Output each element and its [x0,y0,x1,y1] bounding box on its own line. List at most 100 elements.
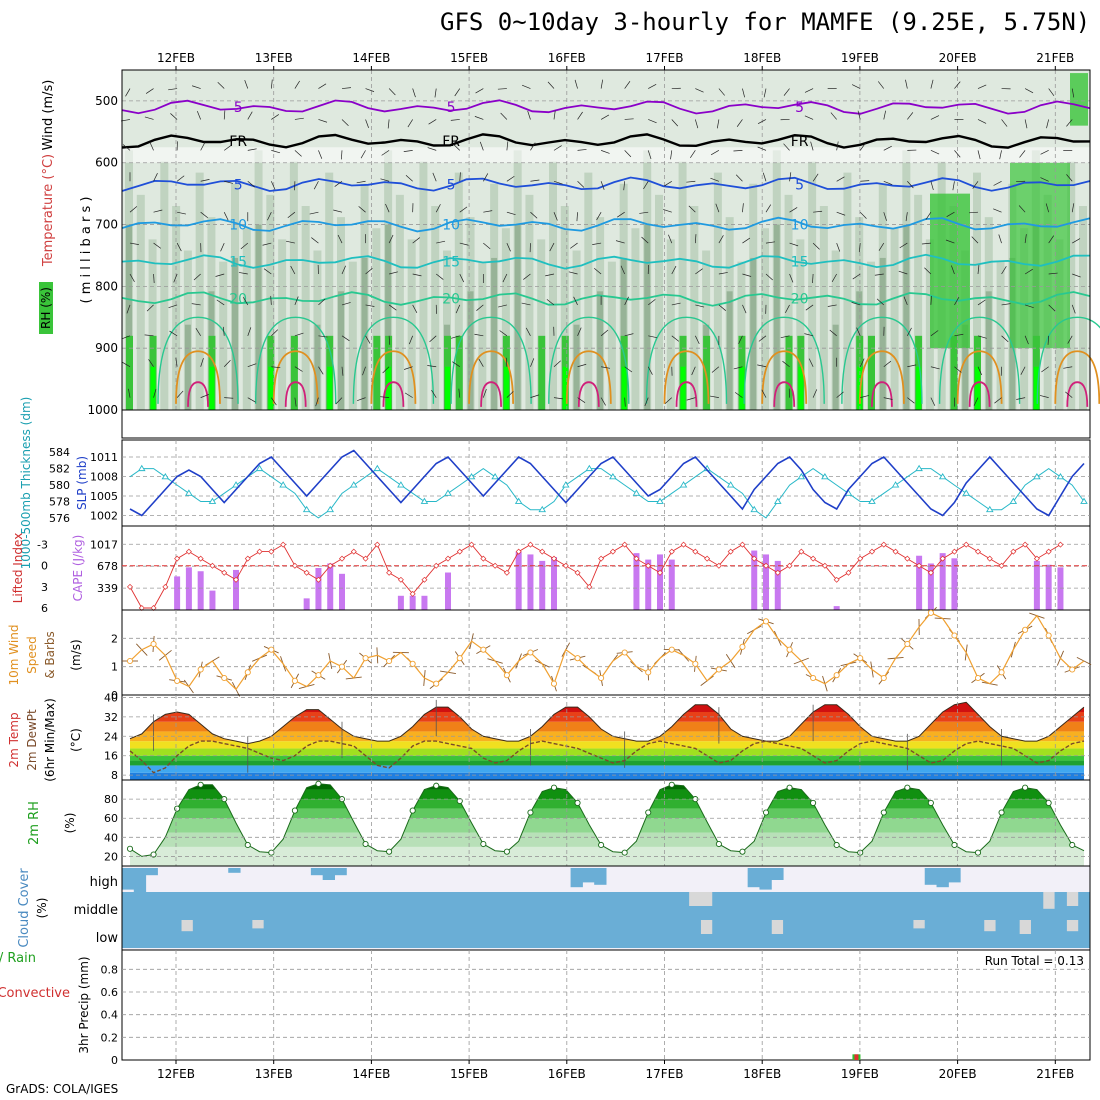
upper-wind-barb-30-580 [479,141,484,151]
upper-wind-barb-22-880 [388,335,391,345]
upper-wind-barb-64-680 [883,212,887,221]
top-date-label-6: 18FEB [743,51,781,65]
upper-wind-barb-46-630 [663,180,672,187]
upper-wind-barb-20-580 [360,150,366,159]
wind-speed-line-point-10 [244,669,251,676]
upper-wind-barb-54-930 [757,364,767,368]
lifted-marker-48 [692,548,699,555]
upper-wind-barb-76-480 [1024,88,1034,94]
upper-wind-barb-6-630 [200,179,210,182]
cloud-low-bar-12 [263,920,276,948]
rh-shade-mid-37 [560,206,569,410]
upper-wind-barb-22-780 [389,271,398,275]
rh-line-point-42 [621,849,628,856]
upper-wind-barb-56-730 [789,242,799,247]
lifted-marker-58 [810,555,817,562]
rh-shade-bright-37 [562,366,568,410]
thickness-line-triangle-65 [891,481,900,488]
upper-wind-barb-12-730 [262,242,272,246]
isotherm-label-2-1: 5 [447,177,456,193]
upper-wind-barb-10-780 [238,272,248,275]
upper-wind-barb-12-530 [271,114,279,120]
isotherm-loop-magenta-8 [968,381,991,407]
upper-wind-barb-8-680 [223,212,229,221]
cape-bar-43 [633,553,640,610]
isotherm-label-3-0: 10 [229,218,247,234]
cloud-low-bar-80 [1066,931,1079,948]
rh-shade-mid-8 [219,261,228,410]
cloud-middle-bar-80 [1066,906,1079,920]
rh-shade-green-56 [785,335,793,410]
lifted-marker-11 [256,548,263,555]
thickness-line-triangle-47 [679,481,688,488]
rh-shade-dark-40 [597,291,604,410]
lifted-marker-67 [916,562,923,569]
top-date-label-0: 12FEB [157,51,195,65]
lifted-marker-63 [869,548,875,555]
cloud-middle-bar-81 [1078,892,1091,920]
wind-speed-line-point-22 [386,657,393,665]
upper-wind-barb-52-680 [742,203,744,213]
lifted-marker-3 [162,583,169,590]
slp-ytick-2: 1005 [90,490,118,503]
wind-speed-line-point-60 [833,672,840,679]
upper-wind-barb-30-480 [475,88,484,94]
upper-wind-barb-44-880 [648,335,658,339]
cloud-middle-bar-41 [606,892,619,920]
cloud-middle-bar-22 [381,892,395,920]
rh-line-point-4 [174,805,181,812]
rh-shade-mid-23 [395,194,404,410]
thickness-line-triangle-11 [255,464,264,472]
cloud-low-bar-68 [924,920,938,948]
thickness-line-triangle-57 [797,472,806,480]
upper-wind-barb-42-730 [615,240,625,244]
cloud-low-bar-56 [783,920,796,948]
thickness-line-triangle-19 [349,481,358,488]
cloud-low-bar-39 [582,920,595,948]
cloud-low-bar-19 [346,920,359,948]
upper-wind-barb-58-830 [805,304,814,311]
rh-band-2 [130,818,1084,833]
cloud-low-bar-29 [464,920,477,948]
upper-wind-barb-32-530 [500,112,508,120]
cloud-middle-bar-27 [440,892,454,920]
upper-wind-barb-70-630 [952,181,955,191]
upper-wind-barb-18-880 [341,335,350,342]
rh-shade-mid-43 [631,228,640,410]
upper-wind-barb-14-680 [287,211,296,218]
isotherm-label-1-2: FR [791,134,809,150]
cloud-low-bar-32 [499,920,513,948]
cape-ytick-2: 339 [97,582,118,595]
cloud-middle-bar-68 [924,892,938,920]
wind-speed-line-point-18 [338,663,346,670]
upper-air-bottom-strip [121,409,1091,439]
isotherm-loop-orange-8 [956,350,1003,404]
wind-speed-line-point-70 [951,632,958,639]
rh-shade-bright-32 [503,366,509,410]
lifted-marker-34 [527,541,534,548]
rh-shade-green-49 [703,335,711,410]
temp-band-3 [130,755,1084,761]
rh-shade-mid-41 [607,261,616,410]
rh-shade-bright-22 [386,366,392,410]
wind-speed-line-point-12 [268,646,275,653]
upper-wind-barb-54-980 [761,389,767,398]
rh-shade-mid-12 [266,194,275,410]
wind-speed-line-point-38 [574,655,581,662]
upper-wind-barb-62-780 [852,273,861,280]
upper-wind-barb-54-780 [765,273,773,281]
precip-ytick-2: 0.4 [101,1009,119,1022]
rh-shade-green-14 [290,335,298,410]
isotherm-label-3-2: 10 [791,218,809,234]
upper-wind-barb-26-780 [436,273,444,280]
upper-wind-barb-24-730 [412,237,420,244]
upper-wind-barb-68-530 [930,115,940,120]
cape-bar-53 [751,550,758,610]
lifted-marker-74 [998,562,1005,569]
upper-wind-barb-74-980 [994,397,1002,404]
rh-shade-dark-55 [773,224,780,410]
wind-speed-line-point-74 [998,669,1005,676]
upper-wind-barb-32-980 [506,391,514,398]
slp-ytick-0: 1011 [90,451,118,464]
upper-wind-barb-80-780 [1072,273,1081,278]
